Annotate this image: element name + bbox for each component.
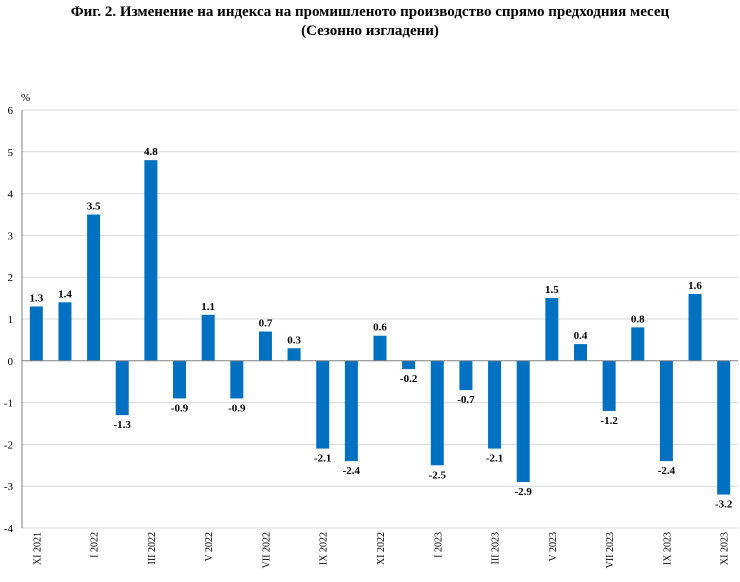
x-tick-label: I 2022	[90, 532, 101, 558]
data-label: -0.9	[171, 402, 189, 414]
y-tick-label: 6	[8, 105, 14, 117]
bar	[688, 293, 702, 361]
data-label: -1.3	[114, 419, 132, 431]
bar	[115, 360, 129, 416]
bar	[659, 360, 673, 462]
bar	[573, 344, 587, 361]
x-tick-label: XI 2021	[32, 532, 43, 565]
data-label: -0.7	[457, 394, 475, 406]
chart-subtitle: (Сезонно изгладени)	[301, 23, 439, 39]
bars	[29, 160, 731, 495]
data-label: 0.6	[373, 322, 387, 334]
bar	[488, 360, 502, 449]
data-label: -2.4	[343, 465, 361, 477]
bar	[717, 360, 731, 495]
x-tick-label: I 2023	[433, 532, 444, 558]
bar	[316, 360, 330, 449]
x-tick-label: XI 2022	[376, 532, 387, 565]
data-label: -0.9	[228, 402, 246, 414]
bar	[258, 331, 272, 361]
x-tick-label: XI 2023	[720, 532, 731, 565]
data-label: 4.8	[144, 146, 158, 158]
data-label: 1.4	[58, 288, 72, 300]
bar	[631, 327, 645, 361]
x-tick-label: IX 2022	[319, 532, 330, 565]
gridlines	[22, 109, 738, 529]
data-label: 1.3	[29, 292, 43, 304]
x-tick-label: VII 2023	[605, 532, 616, 568]
data-label: 1.6	[688, 280, 702, 292]
y-axis-label: %	[21, 92, 30, 104]
y-tick-label: -3	[4, 481, 14, 493]
bar	[459, 360, 473, 391]
data-label: -2.1	[314, 453, 331, 465]
bar	[516, 360, 530, 483]
y-tick-label: 4	[8, 189, 14, 201]
data-label: -2.4	[658, 465, 676, 477]
bar	[201, 314, 215, 361]
x-tick-label: III 2023	[491, 532, 502, 565]
x-tick-label: V 2023	[548, 532, 559, 562]
y-tick-label: -1	[4, 398, 13, 410]
y-tick-label: 2	[8, 272, 14, 284]
data-label: -3.2	[715, 499, 733, 511]
bar	[144, 160, 158, 361]
data-label: -2.1	[486, 453, 503, 465]
y-tick-label: -2	[4, 439, 13, 451]
data-label: 1.5	[545, 284, 559, 296]
bar	[373, 335, 387, 361]
bar	[87, 214, 101, 361]
bar	[287, 348, 301, 361]
bar	[344, 360, 358, 462]
y-tick-label: -4	[4, 523, 14, 535]
data-label: 0.4	[574, 330, 588, 342]
bar	[230, 360, 244, 399]
data-label: 1.1	[201, 301, 215, 313]
data-label: -2.5	[429, 469, 447, 481]
x-tick-label: VII 2022	[261, 532, 272, 568]
x-tick-label: IX 2023	[662, 532, 673, 565]
y-tick-label: 5	[8, 147, 14, 159]
y-tick-label: 1	[8, 314, 14, 326]
bar	[430, 360, 444, 466]
data-label: -1.2	[600, 415, 618, 427]
bar	[402, 360, 416, 370]
y-axis: 6 5 4 3 2 1 0 -1 -2 -3 -4	[4, 105, 23, 535]
y-tick-label: 0	[8, 356, 14, 368]
bar	[58, 302, 72, 361]
data-label: 0.7	[259, 318, 273, 330]
bar	[29, 306, 43, 361]
data-label: 0.8	[631, 313, 645, 325]
chart-title: Фиг. 2. Изменение на индекса на промишле…	[70, 4, 670, 20]
x-axis: XI 2021 I 2022 III 2022 V 2022 VII 2022 IX 20…	[22, 360, 738, 568]
data-label: 0.3	[287, 334, 301, 346]
x-tick-label: V 2022	[204, 532, 215, 562]
bar	[545, 298, 559, 361]
data-label: -0.2	[400, 373, 418, 385]
y-tick-label: 3	[8, 230, 14, 242]
x-tick-label: III 2022	[147, 532, 158, 565]
data-label: -2.9	[514, 486, 532, 498]
bar	[173, 360, 187, 399]
data-labels: 1.3 1.4 3.5 -1.3 4.8 -0.9 1.1 -0.9 0.7 0.3 -2.1 -2.…	[29, 146, 732, 510]
data-label: 3.5	[87, 201, 101, 213]
bar	[602, 360, 616, 411]
